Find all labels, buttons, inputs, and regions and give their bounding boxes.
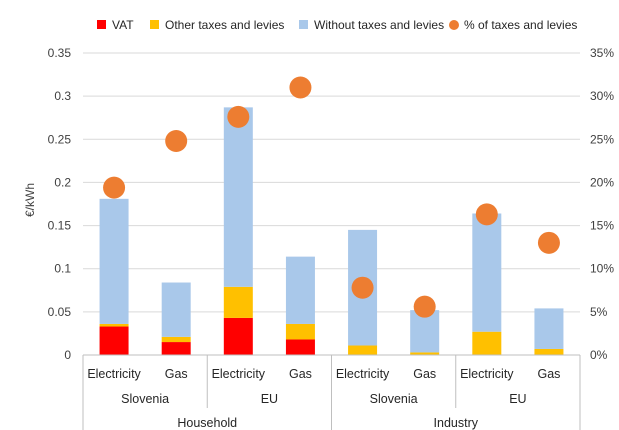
- x-tick-label: Gas: [165, 367, 188, 381]
- bar-segment: [223, 286, 253, 318]
- legend-swatch: [97, 20, 106, 29]
- y2-tick-label: 20%: [590, 175, 614, 189]
- bar-segment: [223, 317, 253, 355]
- y2-tick-label: 0%: [590, 348, 608, 362]
- legend-marker: [449, 20, 459, 30]
- gridlines: [83, 52, 580, 313]
- bar-segment: [223, 107, 253, 287]
- scatter-point: [165, 130, 188, 153]
- scatter-point: [227, 105, 250, 128]
- x-tick-label: Electricity: [87, 367, 141, 381]
- y2-tick-label: 30%: [590, 89, 614, 103]
- x-group-label: Slovenia: [121, 392, 169, 406]
- legend-label: Without taxes and levies: [314, 18, 444, 32]
- y-tick-label: 0.25: [48, 132, 72, 146]
- scatter-point: [103, 176, 126, 199]
- bar-segment: [161, 282, 191, 337]
- legend-label: VAT: [112, 18, 134, 32]
- scatter-point: [351, 276, 374, 299]
- bar-segment: [410, 352, 440, 355]
- x-sector-label: Industry: [434, 416, 479, 430]
- y-tick-label: 0: [64, 348, 71, 362]
- bar-segment: [99, 323, 129, 327]
- bar-segment: [285, 256, 315, 324]
- x-group-label: EU: [261, 392, 278, 406]
- x-tick-label: Electricity: [212, 367, 266, 381]
- y-tick-label: 0.35: [48, 46, 72, 60]
- bar-segment: [534, 308, 564, 349]
- y2-tick-label: 5%: [590, 305, 608, 319]
- bar-segment: [99, 326, 129, 355]
- y-tick-label: 0.3: [54, 89, 71, 103]
- legend-swatch: [299, 20, 308, 29]
- legend-label: Other taxes and levies: [165, 18, 284, 32]
- bar-segment: [285, 339, 315, 355]
- bar-segment: [348, 345, 378, 355]
- bar-segment: [534, 348, 564, 355]
- x-axis: Electricity Gas Electricity Gas Electricity G…: [82, 354, 581, 430]
- y-axis-right: 0% 5% 10% 15% 20% 25% 30% 35%: [590, 46, 614, 362]
- x-tick-label: Electricity: [336, 367, 390, 381]
- legend-swatch: [150, 20, 159, 29]
- bars: [99, 107, 564, 355]
- y-tick-label: 0.2: [54, 175, 71, 189]
- y2-tick-label: 15%: [590, 219, 614, 233]
- scatter-point: [537, 231, 560, 254]
- x-sector-label: Household: [177, 416, 237, 430]
- y2-tick-label: 10%: [590, 262, 614, 276]
- y-tick-label: 0.05: [48, 305, 72, 319]
- bar-segment: [161, 342, 191, 355]
- bar-segment: [99, 198, 129, 324]
- x-tick-label: Electricity: [460, 367, 514, 381]
- x-tick-label: Gas: [413, 367, 436, 381]
- scatter-point: [289, 76, 312, 99]
- points: [103, 76, 560, 318]
- x-tick-label: Gas: [537, 367, 560, 381]
- y-axis-left: 0 0.05 0.1 0.15 0.2 0.25 0.3 0.35: [48, 46, 72, 362]
- legend: VAT Other taxes and levies Without taxes a…: [97, 18, 577, 32]
- y2-tick-label: 35%: [590, 46, 614, 60]
- x-group-label: EU: [509, 392, 526, 406]
- bar-segment: [161, 336, 191, 343]
- scatter-point: [413, 295, 436, 318]
- legend-label: % of taxes and levies: [464, 18, 577, 32]
- x-tick-label: Gas: [289, 367, 312, 381]
- y2-tick-label: 25%: [590, 132, 614, 146]
- y-tick-label: 0.15: [48, 219, 72, 233]
- scatter-point: [475, 203, 498, 226]
- bar-segment: [472, 331, 502, 355]
- y-axis-title: €/kWh: [23, 183, 37, 217]
- y-tick-label: 0.1: [54, 262, 71, 276]
- x-group-label: Slovenia: [370, 392, 418, 406]
- bar-segment: [472, 213, 502, 332]
- bar-segment: [285, 323, 315, 340]
